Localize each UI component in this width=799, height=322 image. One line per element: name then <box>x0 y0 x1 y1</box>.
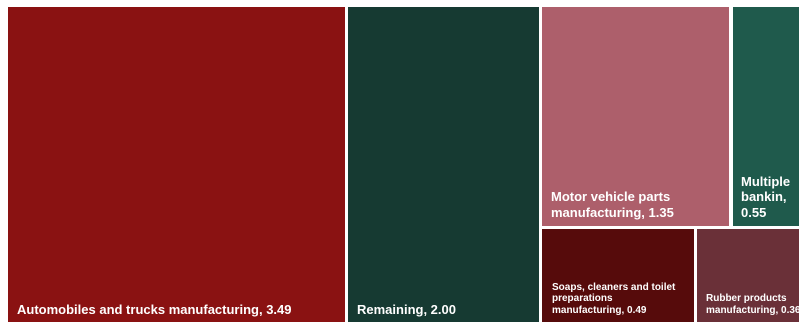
tile-label-motor-vehicle-parts: Motor vehicle parts manufacturing, 1.35 <box>551 189 674 220</box>
tile-rubber-products: Rubber products manufacturing, 0.36 <box>697 229 799 322</box>
tile-motor-vehicle-parts: Motor vehicle parts manufacturing, 1.35 <box>542 7 729 226</box>
tile-remaining: Remaining, 2.00 <box>348 7 539 322</box>
tile-label-rubber-products: Rubber products manufacturing, 0.36 <box>706 293 799 317</box>
tile-label-remaining: Remaining, 2.00 <box>357 301 456 317</box>
tile-label-soaps-cleaners: Soaps, cleaners and toilet preparations … <box>552 281 676 317</box>
tile-multiple-banking: Multiple bankin, 0.55 <box>733 7 799 226</box>
tile-automobiles: Automobiles and trucks manufacturing, 3.… <box>8 7 345 322</box>
tile-label-multiple-banking: Multiple bankin, 0.55 <box>741 174 791 220</box>
tile-label-automobiles: Automobiles and trucks manufacturing, 3.… <box>17 301 292 317</box>
tile-soaps-cleaners: Soaps, cleaners and toilet preparations … <box>542 229 694 322</box>
